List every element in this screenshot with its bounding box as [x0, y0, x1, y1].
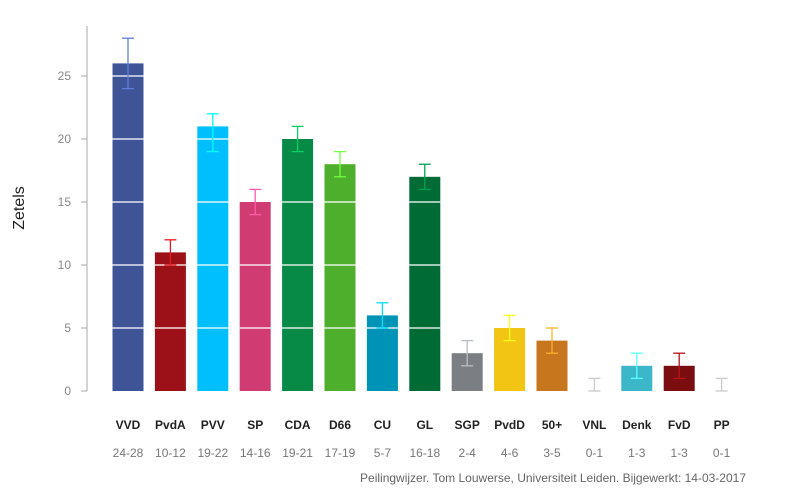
bar-sp [239, 202, 271, 391]
seat-range-label: 0-1 [713, 446, 731, 460]
party-label: VNL [582, 418, 606, 432]
y-tick-label: 0 [64, 384, 71, 398]
seat-range-label: 5-7 [374, 446, 392, 460]
party-label: SGP [455, 418, 480, 432]
party-label: CU [374, 418, 391, 432]
party-label: CDA [285, 418, 311, 432]
party-label: PVV [201, 418, 225, 432]
bar-d66 [324, 164, 356, 391]
bar-pvv [197, 126, 229, 392]
party-label: FvD [668, 418, 691, 432]
y-tick-label: 10 [58, 258, 72, 272]
bar-gl [409, 176, 441, 391]
seat-range-label: 3-5 [543, 446, 561, 460]
party-label: SP [247, 418, 263, 432]
y-tick-label: 15 [58, 195, 72, 209]
y-axis-label: Zetels [11, 186, 28, 230]
seat-range-label: 14-16 [240, 446, 271, 460]
bar-vvd [112, 63, 144, 392]
seat-range-label: 19-21 [282, 446, 313, 460]
y-tick-label: 25 [58, 69, 72, 83]
party-label: PP [714, 418, 730, 432]
bar-pvda [154, 252, 186, 391]
party-label: D66 [329, 418, 351, 432]
seat-range-label: 16-18 [409, 446, 440, 460]
party-label: VVD [116, 418, 141, 432]
source-footer: Peilingwijzer. Tom Louwerse, Universitei… [360, 471, 746, 485]
seat-range-label: 17-19 [325, 446, 356, 460]
y-tick-label: 5 [64, 321, 71, 335]
party-label: GL [416, 418, 433, 432]
party-label: Denk [622, 418, 652, 432]
party-label: PvdD [494, 418, 525, 432]
seat-range-label: 19-22 [197, 446, 228, 460]
party-label: PvdA [155, 418, 186, 432]
seat-range-label: 10-12 [155, 446, 186, 460]
seat-range-label: 24-28 [113, 446, 144, 460]
seat-range-label: 0-1 [586, 446, 604, 460]
seat-range-label: 2-4 [459, 446, 477, 460]
seat-range-label: 1-3 [628, 446, 646, 460]
seat-range-label: 4-6 [501, 446, 519, 460]
seat-range-label: 1-3 [671, 446, 689, 460]
y-tick-label: 20 [58, 132, 72, 146]
party-label: 50+ [542, 418, 562, 432]
